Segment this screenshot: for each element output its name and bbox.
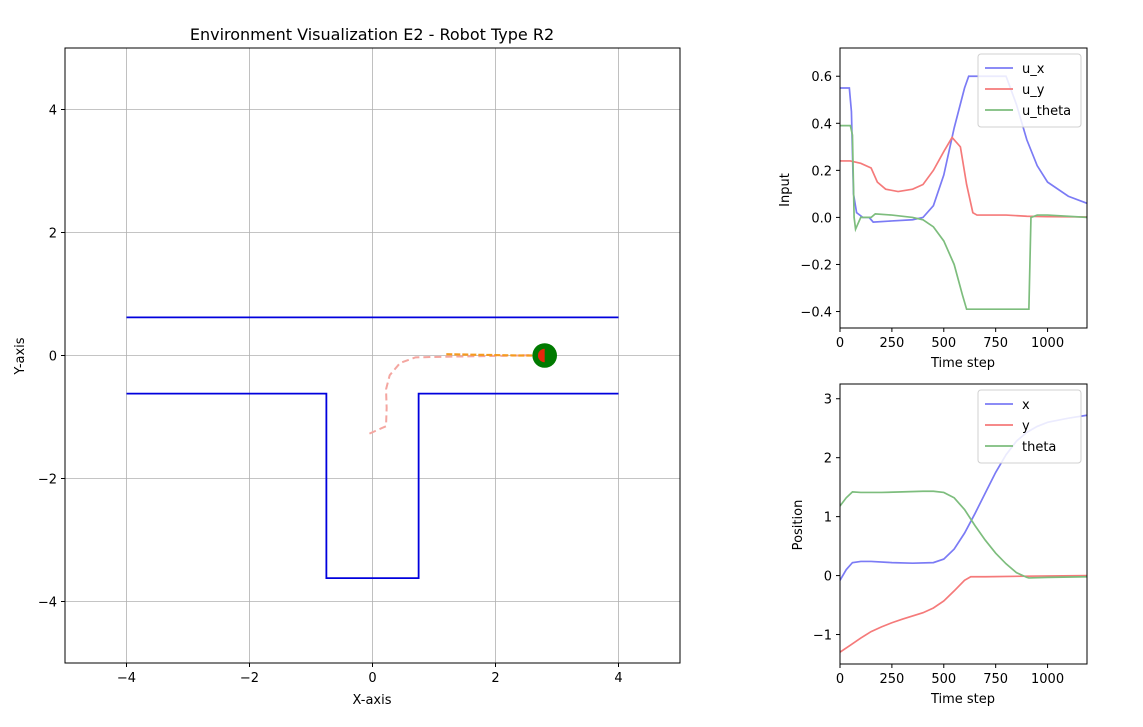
y-tick-label: 0	[824, 570, 832, 585]
y-tick-label: 4	[49, 104, 57, 119]
y-tick-label: −0.2	[800, 258, 832, 273]
x-tick-label: 1000	[1031, 672, 1064, 687]
prediction-line	[446, 353, 545, 357]
input-plot: 0 250 500 750 1000−0.4−0.20.00.20.40.6 u_xu_…	[778, 47, 1088, 371]
x-tick-label: 250	[879, 336, 904, 351]
series-line-u_x	[840, 75, 1087, 223]
position-plot-frame	[839, 383, 1088, 665]
position-xlabel: Time step	[930, 692, 995, 707]
position-ylabel: Position	[791, 500, 806, 551]
y-tick-label: 0.6	[811, 70, 832, 85]
wall-1	[126, 392, 619, 580]
robot-heading	[537, 348, 545, 363]
input-ylabel: Input	[778, 173, 793, 207]
environment-plot: −4 −2 0 2 4 −4 −2 0 2 4 Environment Visualization…	[13, 25, 681, 708]
trajectory-layer	[369, 353, 545, 435]
y-tick-label: 3	[824, 393, 832, 408]
legend-label-x: x	[1022, 398, 1030, 413]
legend-label-u_x: u_x	[1022, 62, 1045, 77]
x-tick-label: −2	[240, 671, 259, 686]
position-ticks: 0 250 500 750 1000 −1 0 1 2 3	[813, 393, 1064, 687]
y-tick-label: −4	[38, 596, 57, 611]
x-tick-label: 0	[836, 336, 844, 351]
x-tick-label: 0	[368, 671, 376, 686]
main-ticks: −4 −2 0 2 4 −4 −2 0 2 4	[38, 104, 623, 687]
y-tick-label: 2	[824, 452, 832, 467]
series-line-u_theta	[840, 124, 1087, 311]
input-lines	[840, 75, 1087, 311]
x-tick-label: 750	[983, 336, 1008, 351]
position-legend: xy theta	[977, 389, 1082, 464]
x-tick-label: 500	[931, 672, 956, 687]
legend-box	[977, 53, 1082, 128]
x-tick-label: 4	[614, 671, 622, 686]
y-tick-label: 1	[824, 511, 832, 526]
input-ticks: 0 250 500 750 1000 −0.4 −0.2 0.0 0.2 0.4 0.6	[800, 70, 1064, 351]
x-tick-label: 500	[931, 336, 956, 351]
x-tick-label: 2	[491, 671, 499, 686]
x-tick-label: 250	[879, 672, 904, 687]
main-grid	[65, 48, 680, 663]
input-legend: u_x u_y u_theta	[977, 53, 1082, 128]
main-xlabel: X-axis	[353, 693, 392, 708]
legend-label-u_theta: u_theta	[1022, 104, 1071, 119]
y-tick-label: −2	[38, 473, 57, 488]
legend-box	[977, 389, 1082, 464]
series-line-y	[840, 574, 1087, 653]
y-tick-label: 0	[49, 350, 57, 365]
main-ylabel: Y-axis	[13, 337, 28, 375]
y-tick-label: 0.4	[811, 117, 832, 132]
walls	[126, 316, 619, 580]
main-title: Environment Visualization E2 - Robot Typ…	[190, 25, 554, 44]
y-tick-label: −1	[813, 629, 832, 644]
x-tick-label: 1000	[1031, 336, 1064, 351]
robot-layer	[532, 343, 557, 368]
x-tick-label: 750	[983, 672, 1008, 687]
y-tick-label: 0.0	[811, 211, 832, 226]
legend-label-theta: theta	[1022, 440, 1056, 455]
legend-label-y: y	[1022, 419, 1030, 434]
series-line-theta	[840, 490, 1087, 579]
y-tick-label: 2	[49, 227, 57, 242]
legend-label-u_y: u_y	[1022, 83, 1045, 98]
x-tick-label: −4	[117, 671, 136, 686]
x-tick-label: 0	[836, 672, 844, 687]
input-plot-frame	[839, 47, 1088, 329]
position-plot: 0 250 500 750 1000 −1 0 1 2 3 xy theta Time step P…	[791, 383, 1088, 707]
y-tick-label: 0.2	[811, 164, 832, 179]
series-line-u_y	[840, 135, 1087, 218]
y-tick-label: −0.4	[800, 306, 832, 321]
input-xlabel: Time step	[930, 356, 995, 371]
